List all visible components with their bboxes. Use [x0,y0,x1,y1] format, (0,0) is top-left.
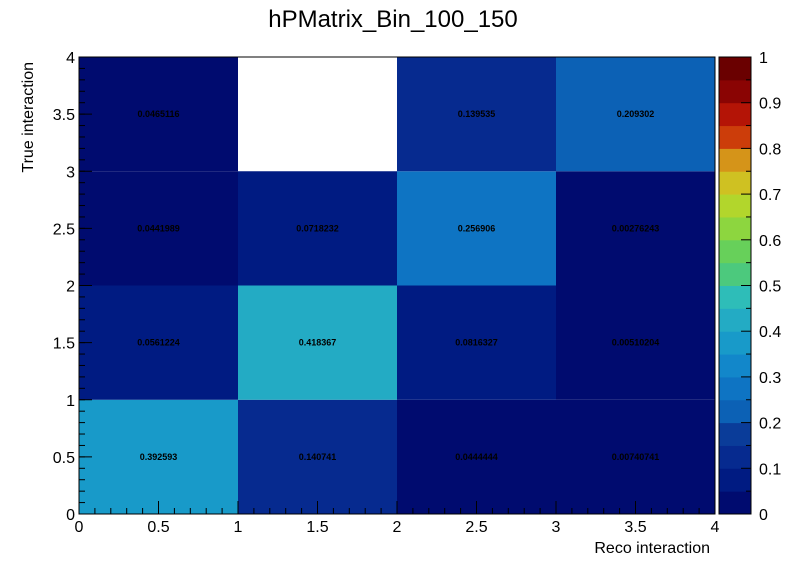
cell-value-label: 0.256906 [458,223,496,233]
cell-value-label: 0.0561224 [137,338,180,348]
colorbar-band [719,57,751,81]
colorbar-band [719,239,751,264]
colorbar-band [719,79,751,104]
colorbar-tick-label: 0.5 [759,279,781,296]
cell-value-label: 0.00276243 [612,223,660,233]
heatmap-cell [238,171,397,286]
colorbar-tick-label: 0.4 [759,324,781,341]
y-tick-label: 4 [66,50,75,67]
cell-value-label: 0.0718232 [296,223,339,233]
colorbar-band [719,262,751,286]
cell-value-label: 0.418367 [299,338,337,348]
y-tick-label: 1 [66,393,75,410]
cell-value-label: 0.0444444 [455,452,498,462]
cell-value-label: 0.140741 [299,452,337,462]
cell-value-label: 0.0441989 [137,223,180,233]
y-tick-label: 3 [66,164,75,181]
cell-value-label: 0.0816327 [455,338,498,348]
colorbar-band [719,194,751,218]
heatmap-cell [79,57,238,172]
colorbar-tick-label: 1 [759,50,768,67]
x-tick-label: 0 [75,519,84,536]
y-tick-label: 1.5 [53,336,75,353]
colorbar-tick-label: 0 [759,507,768,524]
colorbar-band [719,422,751,446]
y-tick-label: 2 [66,279,75,296]
heatmap-cell [79,399,238,514]
colorbar-band [719,331,751,355]
colorbar-tick-label: 0.6 [759,233,781,250]
colorbar-band [719,125,751,149]
y-tick-label: 2.5 [53,221,75,238]
x-tick-label: 3.5 [624,519,646,536]
x-tick-label: 2 [393,519,402,536]
heatmap-cell [397,171,556,286]
colorbar-band [719,216,751,241]
colorbar-band [719,399,751,424]
colorbar-band [719,308,751,332]
cell-value-label: 0.00740741 [612,452,660,462]
chart-title: hPMatrix_Bin_100_150 [268,6,518,33]
heatmap-cell [556,57,715,172]
heatmap-cell [556,285,715,400]
cell-value-labels: 0.392593 0.140741 0.0444444 0.00740741 0.056… [137,109,659,462]
colorbar: 0 0.1 0.2 0.3 0.4 0.5 0.6 0.7 0.8 0.9 1 [718,50,781,524]
colorbar-band [719,354,751,378]
colorbar-band [719,468,751,492]
cell-value-label: 0.00510204 [612,338,660,348]
colorbar-band [719,491,751,515]
colorbar-tick-label: 0.3 [759,370,781,387]
heatmap-cell [238,285,397,400]
axes: 0 0.5 1 1.5 2 2.5 3 3.5 4 0 0.5 1 1.5 2 2.5 3 3.5 4 [53,50,720,536]
y-tick-label: 3.5 [53,107,75,124]
x-axis-title: Reco interaction [594,540,710,557]
cell-value-label: 0.139535 [458,109,496,119]
heatmap-cells [79,57,715,514]
heatmap-cell [397,285,556,400]
colorbar-tick-label: 0.2 [759,416,781,433]
cell-value-label: 0.392593 [140,452,178,462]
colorbar-tick-label: 0.9 [759,96,781,113]
heatmap-cell [79,285,238,400]
colorbar-band [719,445,751,469]
cell-value-label: 0.0465116 [137,109,179,119]
colorbar-tick-label: 0.7 [759,187,781,204]
colorbar-band [719,171,751,195]
cell-value-label: 0.209302 [617,109,655,119]
x-tick-label: 2.5 [465,519,487,536]
heatmap-cell [79,171,238,286]
heatmap-cell [238,399,397,514]
y-tick-label: 0.5 [53,450,75,467]
heatmap-cell [397,399,556,514]
heatmap-cell [556,171,715,286]
x-tick-label: 0.5 [147,519,169,536]
x-tick-label: 4 [711,519,720,536]
x-tick-label: 1.5 [306,519,328,536]
colorbar-tick-label: 0.8 [759,141,781,158]
y-axis-title: True interaction [20,62,37,173]
heatmap-cell [397,57,556,172]
colorbar-tick-label: 0.1 [759,461,781,478]
colorbar-band [719,285,751,309]
colorbar-band [719,102,751,127]
heatmap-cell [556,399,715,514]
colorbar-band [719,376,751,401]
colorbar-band [719,148,751,172]
x-tick-label: 1 [234,519,243,536]
x-tick-label: 3 [552,519,561,536]
y-tick-label: 0 [66,507,75,524]
